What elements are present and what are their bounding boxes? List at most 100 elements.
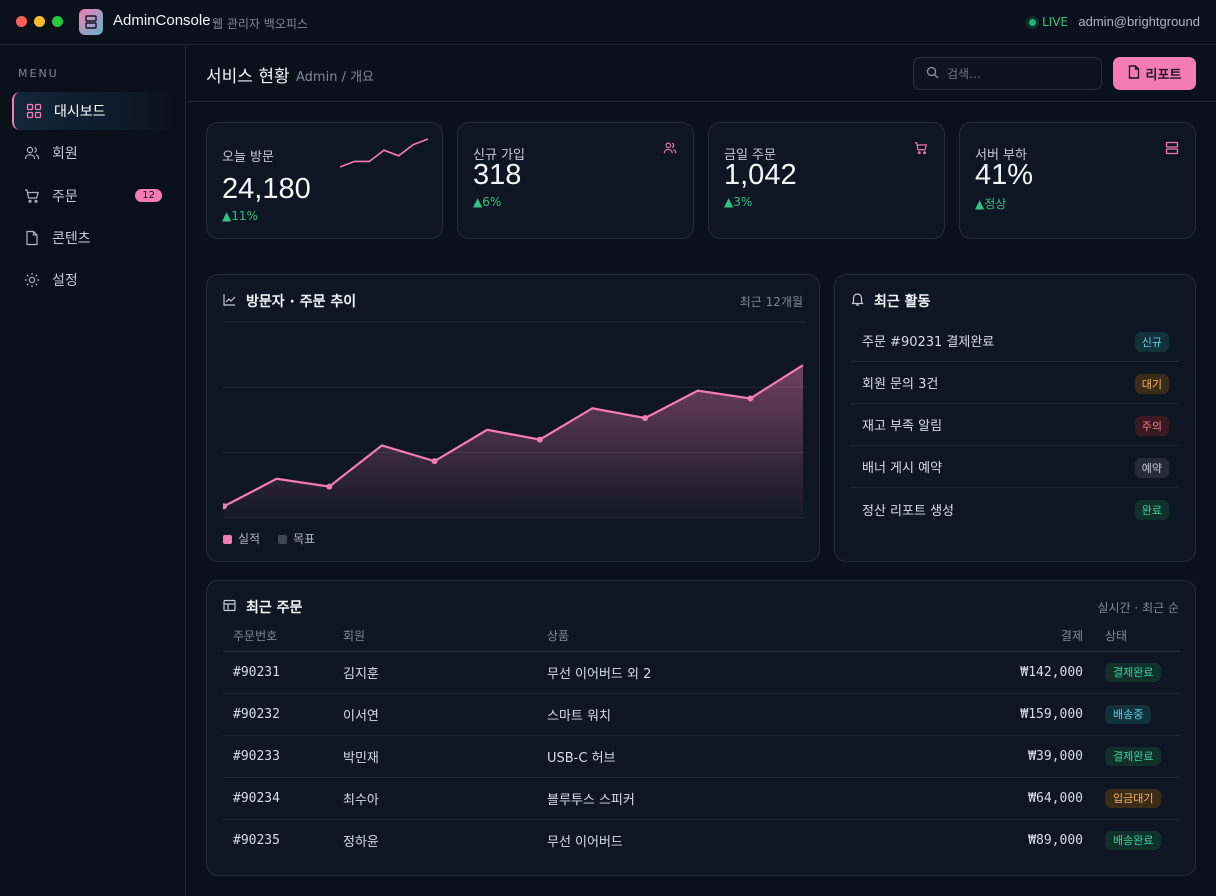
data-point[interactable] xyxy=(747,395,754,402)
activity-text: 배너 게시 예약 xyxy=(862,461,943,476)
kpi-card-signups: 신규 가입 318 ▲6% xyxy=(457,122,694,239)
cart-icon xyxy=(914,140,928,155)
orders-table: 주문번호 회원 상품 결제 상태 #90231 김지훈 무선 이어버드 외 2 ₩14… xyxy=(223,621,1180,861)
app-title: AdminConsole xyxy=(113,12,211,29)
app-subtitle: 웹 관리자 백오피스 xyxy=(212,17,308,31)
visits-sparkline xyxy=(339,138,429,168)
table-row[interactable]: #90233 박민재 USB-C 허브 ₩39,000 결제완료 xyxy=(223,735,1180,778)
table-row[interactable]: #90232 이서연 스마트 워치 ₩159,000 배송중 xyxy=(223,693,1180,736)
chart-legend: 실적 목표 xyxy=(223,530,315,547)
column-header-product[interactable]: 상품 xyxy=(537,621,977,652)
order-amount: ₩39,000 xyxy=(977,735,1095,778)
report-button-label: 리포트 xyxy=(1145,68,1182,83)
minimize-window-button[interactable] xyxy=(34,16,45,27)
kpi-card-visits: 오늘 방문 24,180 ▲11% xyxy=(206,122,443,239)
orders-table-body: #90231 김지훈 무선 이어버드 외 2 ₩142,000 결제완료 #90232 이서… xyxy=(223,651,1180,861)
order-member: 최수아 xyxy=(333,777,537,820)
order-product: 스마트 워치 xyxy=(537,693,977,736)
kpi-delta: ▲11% xyxy=(222,209,258,223)
activity-item[interactable]: 주문 #90231 결제완료 신규 xyxy=(851,320,1179,362)
grid-icon xyxy=(26,103,42,119)
data-point[interactable] xyxy=(223,503,227,510)
legend-item-target[interactable]: 목표 xyxy=(278,530,315,547)
data-point[interactable] xyxy=(326,483,333,490)
search-icon xyxy=(926,64,939,83)
data-point[interactable] xyxy=(642,415,649,422)
sidebar-item-dashboard[interactable]: 대시보드 xyxy=(12,92,174,130)
activity-text: 정산 리포트 생성 xyxy=(862,503,954,519)
column-header-id[interactable]: 주문번호 xyxy=(223,621,333,652)
legend-swatch xyxy=(223,535,232,544)
kpi-delta: ▲정상 xyxy=(975,197,1007,211)
activity-item[interactable]: 회원 문의 3건 대기 xyxy=(851,362,1179,404)
live-dot-icon xyxy=(1029,18,1036,26)
activity-text: 재고 부족 알림 xyxy=(862,419,943,434)
activity-header: 최근 활동 xyxy=(851,291,930,311)
activity-item[interactable]: 정산 리포트 생성 완료 xyxy=(851,488,1179,530)
live-indicator: LIVE xyxy=(1029,15,1068,29)
status-badge: 배송완료 xyxy=(1105,831,1162,851)
sidebar-item-orders[interactable]: 주문 12 xyxy=(12,177,174,215)
series-area-actual xyxy=(224,365,803,518)
sidebar-item-members[interactable]: 회원 xyxy=(12,134,174,172)
status-badge: 입금대기 xyxy=(1105,789,1162,808)
table-row[interactable]: #90235 정하윤 무선 이어버드 ₩89,000 배송완료 xyxy=(223,819,1180,861)
order-status-cell: 배송중 xyxy=(1095,693,1180,736)
breadcrumb: Admin / 개요 xyxy=(296,70,374,85)
status-badge: 결제완료 xyxy=(1105,747,1162,766)
activity-item[interactable]: 배너 게시 예약 예약 xyxy=(851,446,1179,488)
sidebar: MENU 대시보드 회원 주문 12 콘텐츠 설정 xyxy=(0,46,186,896)
live-label: LIVE xyxy=(1042,15,1069,29)
data-point[interactable] xyxy=(536,436,543,443)
order-amount: ₩89,000 xyxy=(1028,832,1083,848)
table-icon xyxy=(223,599,236,616)
kpi-value: 1,042 xyxy=(724,159,797,191)
activity-item[interactable]: 재고 부족 알림 주의 xyxy=(851,404,1179,446)
report-button[interactable]: 리포트 xyxy=(1113,57,1196,90)
order-status-cell: 결제완료 xyxy=(1095,735,1180,778)
orders-card: 최근 주문 실시간 · 최근 순 주문번호 회원 상품 결제 상태 #90231… xyxy=(206,580,1196,876)
legend-item-actual[interactable]: 실적 xyxy=(223,530,260,547)
search-input[interactable] xyxy=(947,66,1087,81)
order-id: #90234 xyxy=(223,777,333,820)
kpi-value: 318 xyxy=(473,159,522,191)
bell-icon xyxy=(851,292,864,310)
table-row[interactable]: #90231 김지훈 무선 이어버드 외 2 ₩142,000 결제완료 xyxy=(223,651,1180,694)
order-member: 이서연 xyxy=(333,693,537,736)
user-account[interactable]: admin@brightground xyxy=(1078,14,1200,29)
orders-header: 최근 주문 xyxy=(223,597,302,617)
search-box[interactable] xyxy=(913,57,1102,90)
sidebar-item-content[interactable]: 콘텐츠 xyxy=(12,219,174,257)
orders-title: 최근 주문 xyxy=(246,600,303,616)
trend-chart-title: 방문자 · 주문 추이 xyxy=(246,294,357,310)
kpi-delta: ▲6% xyxy=(473,195,502,209)
order-product: 무선 이어버드 xyxy=(547,834,623,850)
cart-icon xyxy=(24,188,40,204)
line-chart-icon xyxy=(223,293,236,310)
order-id: #90233 xyxy=(223,735,333,778)
table-header-row: 주문번호 회원 상품 결제 상태 xyxy=(223,621,1180,652)
kpi-title: 금일 주문 xyxy=(724,148,776,163)
order-product: 블루투스 스피커 xyxy=(537,777,977,820)
order-product: USB-C 허브 xyxy=(537,735,977,778)
column-header-member[interactable]: 회원 xyxy=(333,621,537,652)
column-header-status[interactable]: 상태 xyxy=(1095,621,1180,652)
sidebar-item-settings[interactable]: 설정 xyxy=(12,261,174,299)
users-icon xyxy=(24,145,40,161)
activity-text: 회원 문의 3건 xyxy=(862,377,939,392)
table-row[interactable]: #90234 최수아 블루투스 스피커 ₩64,000 입금대기 xyxy=(223,777,1180,820)
column-header-amount[interactable]: 결제 xyxy=(977,621,1095,652)
kpi-value: 41% xyxy=(975,159,1034,191)
close-window-button[interactable] xyxy=(16,16,27,27)
sidebar-item-label: 콘텐츠 xyxy=(52,231,91,247)
activity-badge: 대기 xyxy=(1134,374,1169,394)
data-point[interactable] xyxy=(431,458,438,465)
legend-label: 실적 xyxy=(238,532,261,546)
series-line-actual xyxy=(223,364,804,508)
sidebar-item-label: 회원 xyxy=(52,146,78,162)
order-member: 정하윤 xyxy=(343,834,379,850)
maximize-window-button[interactable] xyxy=(52,16,63,27)
menu-label: MENU xyxy=(18,67,59,80)
kpi-delta: ▲3% xyxy=(724,195,753,209)
